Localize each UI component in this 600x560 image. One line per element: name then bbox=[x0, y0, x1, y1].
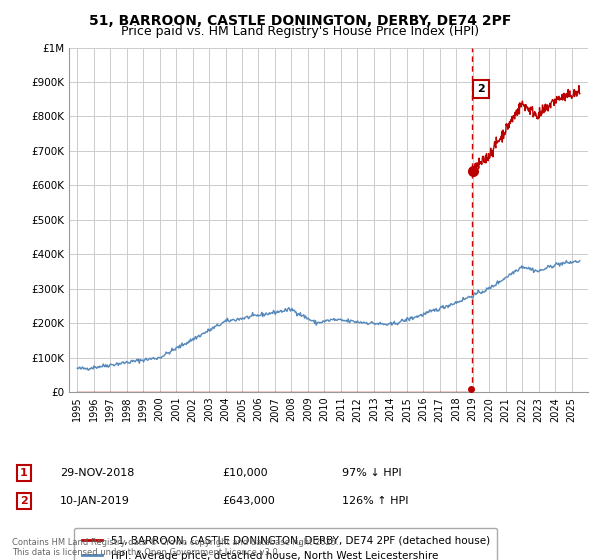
Text: Price paid vs. HM Land Registry's House Price Index (HPI): Price paid vs. HM Land Registry's House … bbox=[121, 25, 479, 38]
Text: £10,000: £10,000 bbox=[222, 468, 268, 478]
Text: £643,000: £643,000 bbox=[222, 496, 275, 506]
Text: 126% ↑ HPI: 126% ↑ HPI bbox=[342, 496, 409, 506]
Text: 2: 2 bbox=[20, 496, 28, 506]
Text: 1: 1 bbox=[20, 468, 28, 478]
Text: 97% ↓ HPI: 97% ↓ HPI bbox=[342, 468, 401, 478]
Text: 29-NOV-2018: 29-NOV-2018 bbox=[60, 468, 134, 478]
Text: 51, BARROON, CASTLE DONINGTON, DERBY, DE74 2PF: 51, BARROON, CASTLE DONINGTON, DERBY, DE… bbox=[89, 14, 511, 28]
Legend: 51, BARROON, CASTLE DONINGTON, DERBY, DE74 2PF (detached house), HPI: Average pr: 51, BARROON, CASTLE DONINGTON, DERBY, DE… bbox=[74, 528, 497, 560]
Text: 10-JAN-2019: 10-JAN-2019 bbox=[60, 496, 130, 506]
Text: 2: 2 bbox=[477, 84, 485, 94]
Text: Contains HM Land Registry data © Crown copyright and database right 2025.
This d: Contains HM Land Registry data © Crown c… bbox=[12, 538, 338, 557]
